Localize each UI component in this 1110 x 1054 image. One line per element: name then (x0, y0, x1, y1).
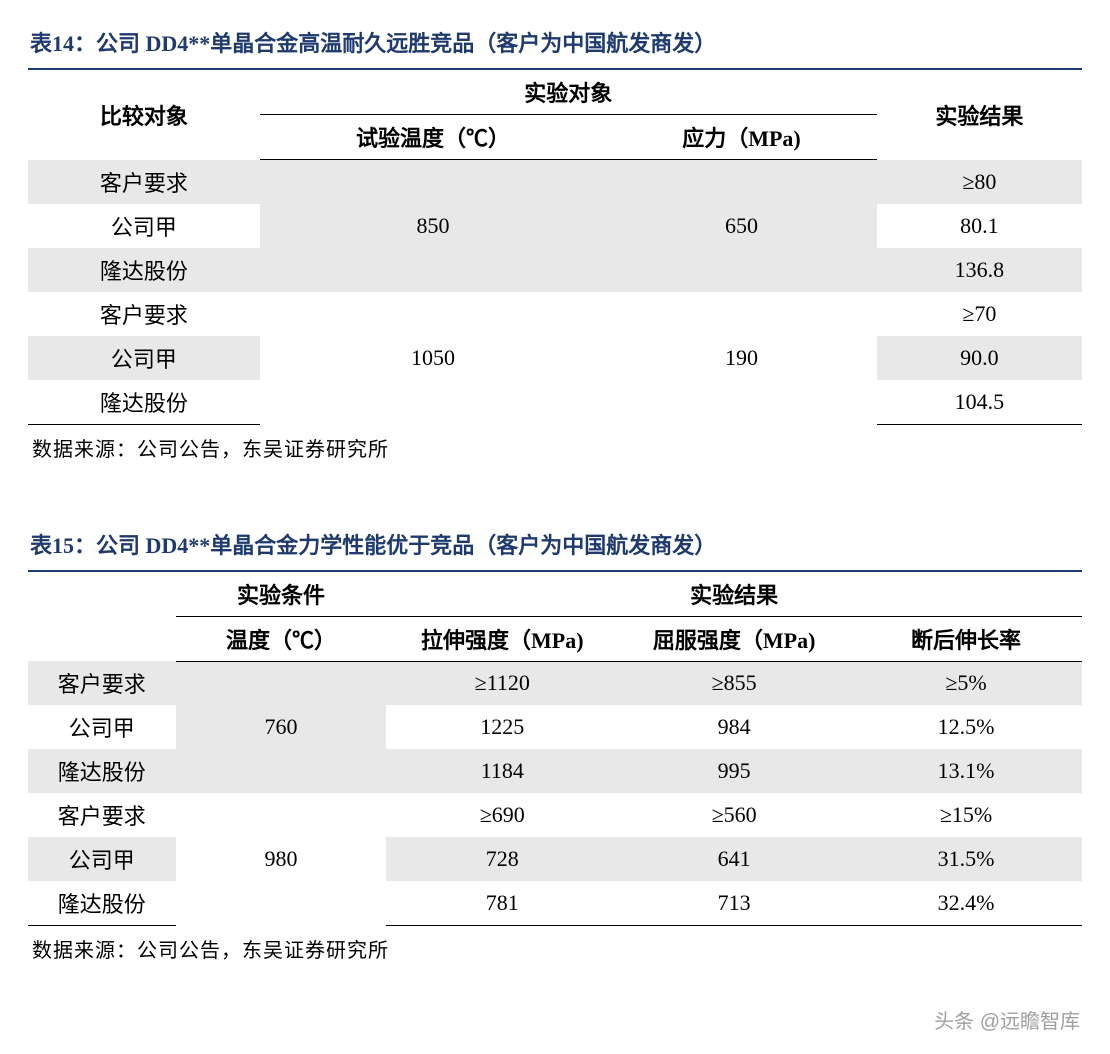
table-14-title: 表14：公司 DD4**单晶合金高温耐久远胜竞品（客户为中国航发商发） (28, 20, 1082, 70)
t15-cell-tensile: 728 (386, 837, 618, 881)
t14-head-stress: 应力（MPa) (606, 115, 877, 160)
t15-head-result-group: 实验结果 (386, 572, 1082, 617)
t15-cell-yield: 995 (618, 749, 850, 793)
t15-head-temp: 温度（℃） (176, 616, 387, 661)
t15-cell-tensile: 1184 (386, 749, 618, 793)
t15-cell-elong: ≥15% (850, 793, 1082, 837)
t15-cell-tensile: ≥690 (386, 793, 618, 837)
t15-cell-temp: 980 (176, 793, 387, 926)
t15-cell-label: 隆达股份 (28, 749, 176, 793)
t14-cell-result: 90.0 (877, 336, 1082, 380)
t14-cell-temp: 1050 (260, 292, 606, 425)
t15-cell-elong: 31.5% (850, 837, 1082, 881)
t15-cell-temp: 760 (176, 661, 387, 793)
table-14-source: 数据来源：公司公告，东吴证券研究所 (28, 425, 1082, 462)
t14-cell-label: 客户要求 (28, 292, 260, 336)
t14-cell-result: ≥80 (877, 160, 1082, 204)
t15-cell-yield: 713 (618, 881, 850, 926)
t15-cell-tensile: 1225 (386, 705, 618, 749)
t15-cell-yield: 641 (618, 837, 850, 881)
t14-head-temp: 试验温度（℃） (260, 115, 606, 160)
t15-head-blank (28, 572, 176, 662)
t15-cell-elong: ≥5% (850, 661, 1082, 705)
t14-head-result: 实验结果 (877, 70, 1082, 160)
t15-cell-label: 公司甲 (28, 837, 176, 881)
t15-head-cond-group: 实验条件 (176, 572, 387, 617)
t15-cell-tensile: ≥1120 (386, 661, 618, 705)
t14-cell-label: 隆达股份 (28, 248, 260, 292)
t15-cell-elong: 32.4% (850, 881, 1082, 926)
table-14-block: 表14：公司 DD4**单晶合金高温耐久远胜竞品（客户为中国航发商发） 比较对象… (28, 20, 1082, 462)
t14-cell-label: 客户要求 (28, 160, 260, 204)
table-row: 客户要求 980 ≥690 ≥560 ≥15% (28, 793, 1082, 837)
t14-cell-label: 公司甲 (28, 336, 260, 380)
t15-cell-elong: 12.5% (850, 705, 1082, 749)
t15-cell-yield: 984 (618, 705, 850, 749)
t14-head-exp-group: 实验对象 (260, 70, 877, 115)
t14-cell-label: 隆达股份 (28, 380, 260, 425)
t14-cell-label: 公司甲 (28, 204, 260, 248)
table-row: 客户要求 1050 190 ≥70 (28, 292, 1082, 336)
t15-cell-tensile: 781 (386, 881, 618, 926)
t14-cell-result: 136.8 (877, 248, 1082, 292)
table-15: 实验条件 实验结果 温度（℃） 拉伸强度（MPa) 屈服强度（MPa) 断后伸长… (28, 572, 1082, 927)
t15-head-yield: 屈服强度（MPa) (618, 616, 850, 661)
t15-head-tensile: 拉伸强度（MPa) (386, 616, 618, 661)
t14-cell-result: 104.5 (877, 380, 1082, 425)
t15-head-elong: 断后伸长率 (850, 616, 1082, 661)
t15-cell-label: 客户要求 (28, 661, 176, 705)
t15-cell-yield: ≥855 (618, 661, 850, 705)
t14-cell-stress: 650 (606, 160, 877, 292)
t15-cell-elong: 13.1% (850, 749, 1082, 793)
t15-cell-label: 隆达股份 (28, 881, 176, 926)
t15-cell-yield: ≥560 (618, 793, 850, 837)
table-row: 客户要求 760 ≥1120 ≥855 ≥5% (28, 661, 1082, 705)
t14-cell-temp: 850 (260, 160, 606, 292)
t15-cell-label: 客户要求 (28, 793, 176, 837)
t14-cell-result: 80.1 (877, 204, 1082, 248)
table-15-title: 表15：公司 DD4**单晶合金力学性能优于竞品（客户为中国航发商发） (28, 522, 1082, 572)
watermark: 头条 @远瞻智库 (934, 1005, 1080, 1034)
t14-head-compare: 比较对象 (28, 70, 260, 160)
t14-cell-stress: 190 (606, 292, 877, 425)
table-15-block: 表15：公司 DD4**单晶合金力学性能优于竞品（客户为中国航发商发） 实验条件… (28, 522, 1082, 964)
table-row: 客户要求 850 650 ≥80 (28, 160, 1082, 204)
t14-cell-result: ≥70 (877, 292, 1082, 336)
t15-cell-label: 公司甲 (28, 705, 176, 749)
table-14: 比较对象 实验对象 实验结果 试验温度（℃） 应力（MPa) 客户要求 850 … (28, 70, 1082, 425)
table-15-source: 数据来源：公司公告，东吴证券研究所 (28, 926, 1082, 963)
